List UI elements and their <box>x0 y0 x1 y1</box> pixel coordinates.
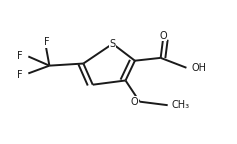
Text: F: F <box>17 51 22 61</box>
Text: F: F <box>44 37 50 47</box>
Text: CH₃: CH₃ <box>172 100 190 110</box>
Text: F: F <box>17 70 22 79</box>
Text: O: O <box>131 97 138 107</box>
Text: S: S <box>109 39 116 49</box>
Text: O: O <box>159 31 167 41</box>
Text: OH: OH <box>192 63 207 73</box>
